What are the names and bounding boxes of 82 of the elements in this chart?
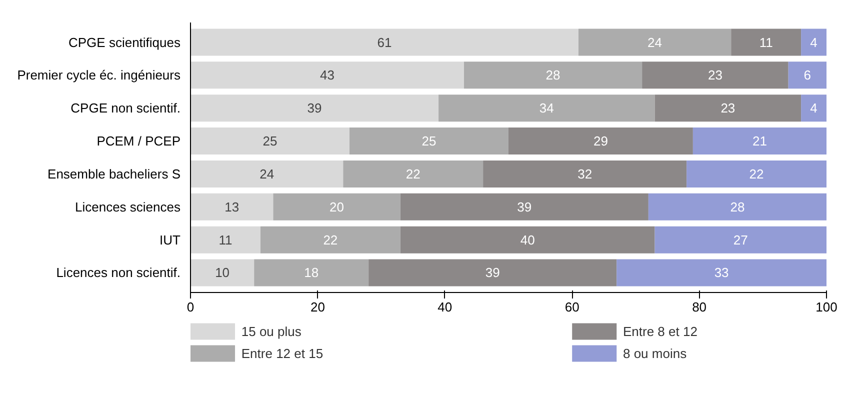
x-tick-label: 40 <box>438 300 452 314</box>
bar <box>254 259 369 286</box>
bar <box>686 160 826 188</box>
y-tick-label: PCEM / PCEP <box>96 134 180 149</box>
legend-label: 15 ou plus <box>241 324 302 339</box>
data-label: 18 <box>304 265 319 280</box>
data-label: 33 <box>714 265 729 280</box>
bar <box>801 94 826 122</box>
bar <box>368 259 617 286</box>
bar <box>508 128 693 155</box>
bar <box>400 226 655 254</box>
data-label: 24 <box>260 166 274 182</box>
x-tick-label: 0 <box>186 300 194 314</box>
y-tick-label: Licences sciences <box>75 199 181 214</box>
y-tick-label: CPGE scientifiques <box>68 34 181 50</box>
bar <box>190 28 578 56</box>
bar <box>190 193 274 220</box>
data-label: 11 <box>759 34 773 50</box>
data-label: 4 <box>810 100 818 116</box>
bar <box>400 193 648 220</box>
bar <box>731 28 802 56</box>
data-label: 10 <box>215 265 230 280</box>
data-label: 32 <box>578 166 592 182</box>
x-tick-label: 20 <box>310 300 325 314</box>
data-label: 25 <box>262 134 278 149</box>
data-label: 20 <box>330 199 344 214</box>
bar <box>190 128 350 155</box>
data-label: 29 <box>593 134 608 149</box>
data-label: 13 <box>224 199 240 214</box>
data-label: 4 <box>810 34 818 50</box>
bar <box>692 128 826 155</box>
data-label: 43 <box>320 68 334 83</box>
y-tick-label: Licences non scientif. <box>56 265 181 280</box>
data-label: 39 <box>485 265 500 280</box>
bar <box>616 259 826 286</box>
y-tick-label: CPGE non scientif. <box>70 100 180 116</box>
bar <box>788 62 826 89</box>
data-label: 61 <box>377 34 392 50</box>
bar <box>260 226 400 254</box>
data-label: 39 <box>517 199 532 214</box>
bar <box>578 28 732 56</box>
bar <box>801 28 826 56</box>
x-tick-label: 80 <box>692 300 707 314</box>
bar <box>343 160 484 188</box>
data-label: 23 <box>720 100 736 116</box>
data-label: 23 <box>708 68 722 83</box>
bar <box>190 160 344 188</box>
bar <box>654 226 826 254</box>
data-label: 40 <box>520 232 535 248</box>
data-label: 21 <box>752 134 767 149</box>
legend-label: 8 ou moins <box>622 346 688 361</box>
bar <box>190 94 439 122</box>
y-tick-label: Ensemble bacheliers S <box>48 166 181 182</box>
y-tick-label: IUT <box>160 232 181 248</box>
data-label: 6 <box>804 68 812 83</box>
bar <box>273 193 400 220</box>
x-tick-label: 60 <box>564 300 580 314</box>
bar <box>654 94 802 122</box>
bar <box>483 160 687 188</box>
x-tick-label: 100 <box>816 300 838 314</box>
bar <box>190 62 464 89</box>
bar <box>648 193 826 220</box>
data-label: 24 <box>648 34 662 50</box>
bar <box>350 128 508 155</box>
bar <box>190 259 254 286</box>
data-label: 34 <box>539 100 554 116</box>
data-label: 22 <box>406 166 420 182</box>
bar <box>438 94 655 122</box>
bar <box>464 62 642 89</box>
data-label: 25 <box>422 134 436 149</box>
legend-label: Entre 12 et 15 <box>241 346 324 361</box>
data-label: 28 <box>546 68 560 83</box>
data-label: 39 <box>307 100 322 116</box>
y-tick-label: Premier cycle éc. ingénieurs <box>17 68 181 83</box>
data-label: 22 <box>749 166 764 182</box>
bar <box>190 226 260 254</box>
data-label: 22 <box>323 232 338 248</box>
data-label: 11 <box>218 232 232 248</box>
legend-label: Entre 8 et 12 <box>622 324 698 339</box>
data-label: 27 <box>733 232 748 248</box>
bar <box>642 62 788 89</box>
data-label: 28 <box>730 199 745 214</box>
